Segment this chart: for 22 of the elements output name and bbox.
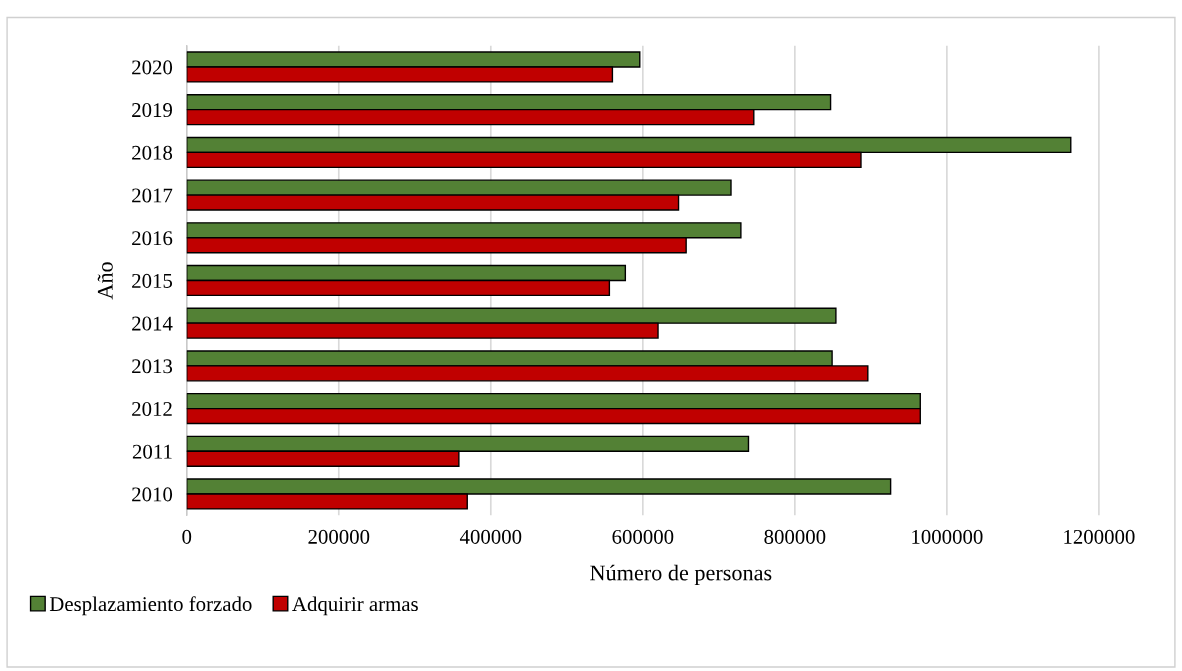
x-tick-label: 800000 xyxy=(764,529,826,544)
legend-label: Adquirir armas xyxy=(292,596,418,616)
y-axis-title: Año xyxy=(97,262,113,300)
x-axis-title: Número de personas xyxy=(590,564,772,585)
y-tick-label: 2017 xyxy=(132,188,173,203)
y-tick-label: 2016 xyxy=(132,231,173,246)
y-tick-label: 2015 xyxy=(132,273,173,288)
y-tick-label: 2014 xyxy=(132,316,173,331)
y-tick-label: 2020 xyxy=(132,60,173,75)
y-tick-label: 2019 xyxy=(132,103,173,118)
y-tick-label: 2010 xyxy=(132,487,173,502)
x-tick-label: 400000 xyxy=(459,529,522,544)
x-tick-label: 1000000 xyxy=(912,529,983,544)
legend-label: Desplazamiento forzado xyxy=(49,596,252,616)
x-tick-label: 200000 xyxy=(308,529,370,544)
x-tick-label: 1200000 xyxy=(1064,529,1135,544)
y-tick-label: 2011 xyxy=(132,444,172,459)
y-tick-label: 2012 xyxy=(132,401,172,417)
x-tick-label: 600000 xyxy=(612,529,674,544)
y-tick-label: 2018 xyxy=(132,145,173,160)
x-tick-label: 0 xyxy=(182,529,192,544)
y-tick-label: 2013 xyxy=(132,359,173,374)
